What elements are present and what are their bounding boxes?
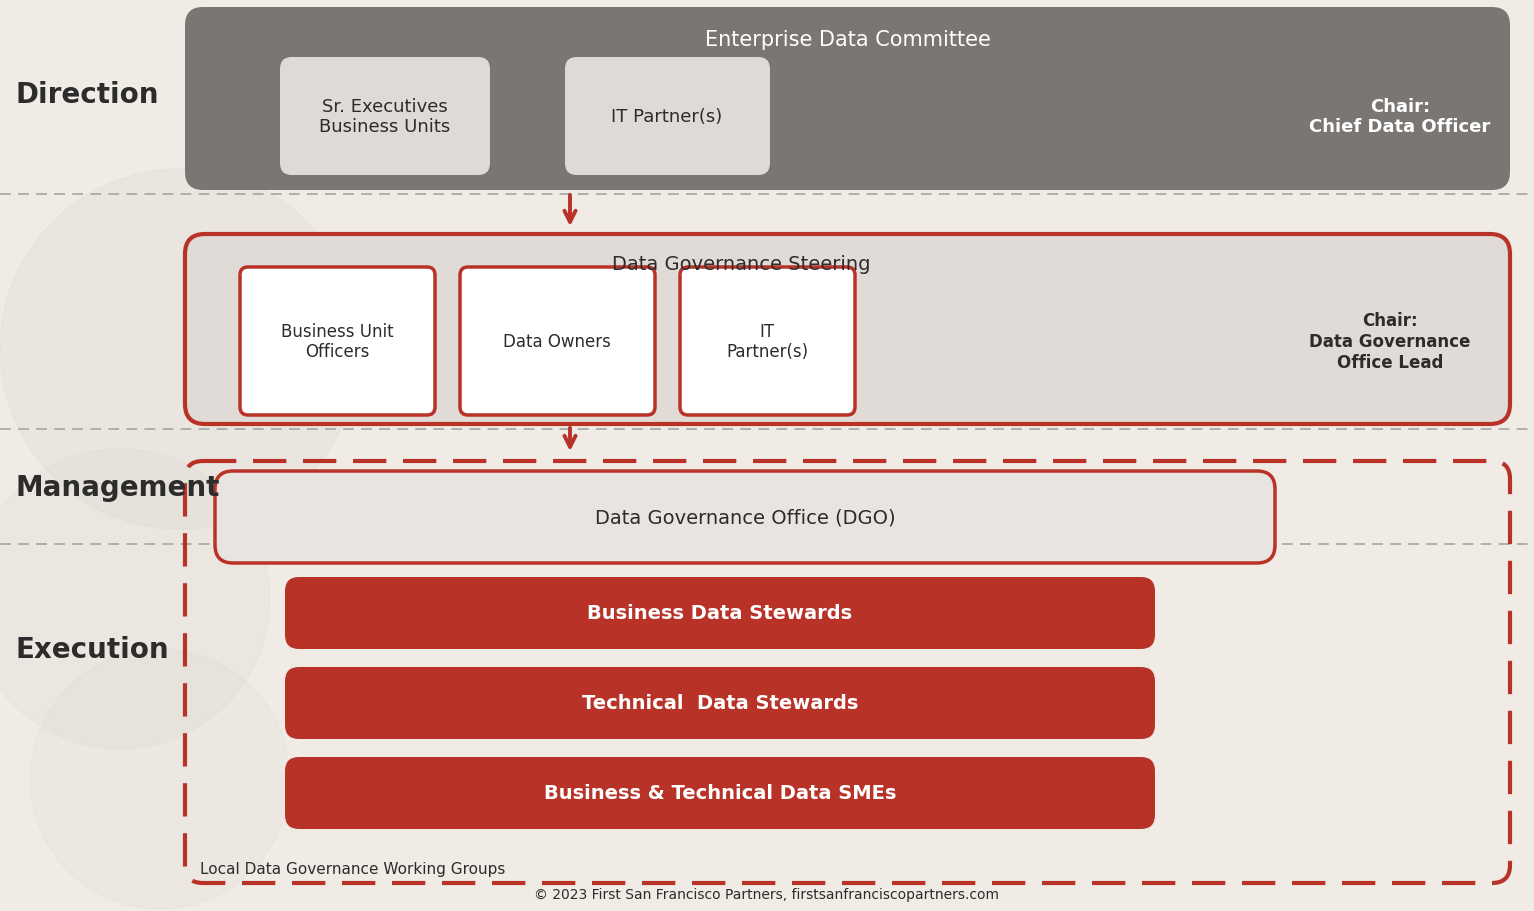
Circle shape [0, 449, 270, 749]
FancyBboxPatch shape [285, 757, 1155, 829]
FancyBboxPatch shape [285, 578, 1155, 650]
FancyBboxPatch shape [215, 472, 1275, 563]
FancyBboxPatch shape [281, 58, 489, 176]
Text: Chair:
Data Governance
Office Lead: Chair: Data Governance Office Lead [1310, 312, 1471, 372]
FancyBboxPatch shape [460, 268, 655, 415]
Text: Management: Management [15, 474, 219, 501]
Text: Enterprise Data Committee: Enterprise Data Committee [704, 30, 991, 50]
Text: Chair:
Chief Data Officer: Chair: Chief Data Officer [1310, 97, 1491, 137]
Text: Business Unit
Officers: Business Unit Officers [281, 322, 393, 361]
FancyBboxPatch shape [239, 268, 436, 415]
Text: Data Owners: Data Owners [503, 333, 611, 351]
Circle shape [0, 169, 360, 529]
Text: Direction: Direction [15, 81, 158, 109]
FancyBboxPatch shape [186, 235, 1509, 425]
Text: Technical  Data Stewards: Technical Data Stewards [581, 694, 858, 712]
FancyBboxPatch shape [680, 268, 854, 415]
Text: © 2023 First San Francisco Partners, firstsanfranciscopartners.com: © 2023 First San Francisco Partners, fir… [534, 887, 1000, 901]
Circle shape [31, 650, 290, 909]
Text: Data Governance Office (DGO): Data Governance Office (DGO) [595, 508, 896, 527]
Text: IT Partner(s): IT Partner(s) [612, 107, 723, 126]
Text: Business Data Stewards: Business Data Stewards [588, 604, 853, 623]
Text: Execution: Execution [15, 635, 169, 663]
Text: Local Data Governance Working Groups: Local Data Governance Working Groups [199, 862, 505, 876]
Text: Data Governance Steering: Data Governance Steering [612, 255, 871, 274]
Text: Business & Technical Data SMEs: Business & Technical Data SMEs [545, 783, 896, 803]
FancyBboxPatch shape [186, 8, 1509, 190]
Text: Sr. Executives
Business Units: Sr. Executives Business Units [319, 97, 451, 137]
FancyBboxPatch shape [285, 667, 1155, 739]
Text: IT
Partner(s): IT Partner(s) [726, 322, 808, 361]
FancyBboxPatch shape [565, 58, 770, 176]
